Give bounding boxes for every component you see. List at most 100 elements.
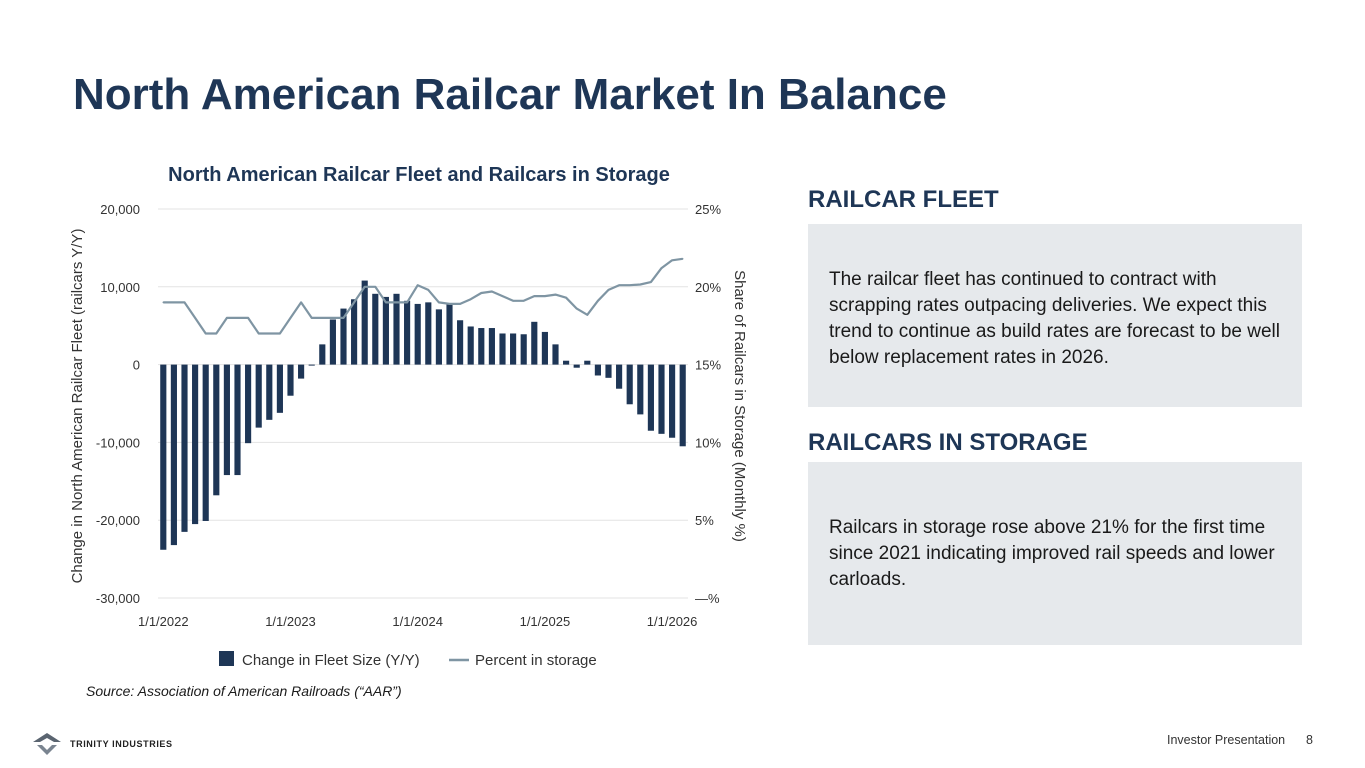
bar	[478, 328, 485, 365]
line-point	[226, 317, 228, 319]
line-point	[650, 281, 652, 283]
line-point	[575, 307, 578, 310]
y-tick-label: -30,000	[96, 591, 140, 606]
bar	[361, 280, 368, 365]
line-point	[363, 286, 366, 288]
logo-text: TRINITY INDUSTRIES	[70, 739, 173, 749]
bar	[287, 364, 294, 396]
bar	[276, 364, 283, 413]
bar	[488, 328, 495, 365]
line-point	[628, 284, 631, 287]
bar	[669, 364, 676, 438]
bar	[457, 320, 464, 365]
bar	[266, 364, 273, 420]
y-tick-label: 10,000	[100, 280, 140, 295]
line-point	[300, 301, 302, 304]
x-tick-label: 1/1/2022	[138, 614, 189, 629]
legend: Change in Fleet Size (Y/Y) Percent in st…	[219, 651, 597, 669]
line-point	[565, 296, 567, 299]
line-point	[342, 317, 345, 319]
legend-bar-swatch	[219, 651, 234, 666]
bar	[531, 321, 538, 365]
bar	[340, 308, 347, 365]
bar	[213, 364, 220, 496]
bar	[446, 303, 453, 365]
line-point	[353, 301, 355, 304]
x-tick-label: 1/1/2025	[520, 614, 571, 629]
line-point	[416, 284, 419, 287]
bar	[626, 364, 633, 405]
y-tick-label: 20,000	[100, 202, 140, 217]
y2-tick-label: —%	[695, 591, 720, 606]
line-point	[448, 303, 451, 305]
bar	[382, 296, 389, 365]
bar	[499, 333, 506, 365]
bar	[679, 364, 686, 447]
line-point	[554, 293, 557, 296]
x-tick-label: 1/1/2024	[392, 614, 443, 629]
y-axis-label: Change in North American Railcar Fleet (…	[69, 229, 86, 584]
page-number: 8	[1306, 733, 1313, 747]
line-point	[427, 289, 430, 291]
line-point	[321, 317, 324, 319]
line-point	[385, 301, 387, 304]
line-point	[257, 332, 260, 335]
railcars-in-storage-heading: RAILCARS IN STORAGE	[808, 429, 1088, 456]
storage-line	[163, 257, 683, 335]
bar	[372, 293, 379, 365]
bar	[160, 364, 167, 550]
y2-tick-label: 10%	[695, 435, 721, 450]
line-point	[215, 332, 218, 335]
line-point	[491, 290, 493, 293]
bar	[658, 364, 665, 434]
bar	[351, 299, 358, 365]
line-point	[173, 301, 175, 304]
bar	[298, 364, 305, 379]
line-point	[533, 295, 536, 297]
bar	[510, 333, 517, 365]
line-point	[681, 257, 684, 260]
line-point	[597, 300, 599, 302]
bar-series	[160, 280, 686, 550]
y2-tick-label: 5%	[695, 513, 714, 528]
y-tick-label: -10,000	[96, 435, 140, 450]
chart-title: North American Railcar Fleet and Railcar…	[168, 164, 670, 186]
bar	[170, 364, 177, 546]
chart-svg: North American Railcar Fleet and Railcar…	[69, 164, 748, 669]
y2-axis-label: Share of Railcars in Storage (Monthly %)	[731, 270, 748, 542]
line-point	[544, 295, 546, 297]
bar	[308, 364, 315, 366]
line-point	[183, 301, 186, 304]
line-point	[660, 267, 663, 269]
railcar-fleet-panel: The railcar fleet has continued to contr…	[808, 224, 1302, 407]
line-point	[459, 303, 461, 305]
line-point	[639, 283, 642, 286]
railcar-fleet-text: The railcar fleet has continued to contr…	[829, 269, 1280, 368]
bar	[181, 364, 188, 532]
bar	[584, 360, 591, 365]
railcars-in-storage-text: Railcars in storage rose above 21% for t…	[829, 517, 1275, 590]
line-point	[162, 301, 165, 304]
line-point	[395, 301, 398, 304]
bar	[647, 364, 654, 431]
railcars-in-storage-panel: Railcars in storage rose above 21% for t…	[808, 462, 1302, 645]
line-point	[289, 317, 292, 319]
line-point	[586, 314, 589, 316]
x-tick-label: 1/1/2026	[647, 614, 698, 629]
bar	[467, 326, 474, 365]
line-point	[671, 259, 673, 262]
line-point	[236, 317, 239, 319]
bar	[605, 364, 612, 378]
bar	[425, 302, 432, 365]
bar	[393, 293, 400, 365]
bar	[234, 364, 241, 476]
x-axis-ticks: 1/1/2022 1/1/2023 1/1/2024 1/1/2025 1/1/2026	[138, 614, 697, 629]
line-series	[162, 257, 684, 335]
bar	[414, 303, 421, 365]
x-tick-label: 1/1/2023	[265, 614, 316, 629]
line-point	[469, 298, 472, 301]
line-point	[204, 332, 207, 335]
line-point	[279, 332, 281, 335]
line-point	[310, 317, 313, 319]
line-point	[247, 317, 249, 319]
